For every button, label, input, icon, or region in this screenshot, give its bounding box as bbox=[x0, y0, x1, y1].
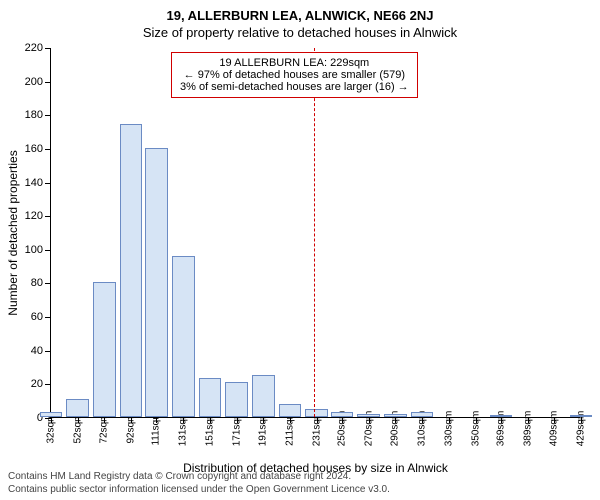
y-tick bbox=[45, 250, 51, 251]
histogram-bar bbox=[145, 148, 168, 417]
y-tick bbox=[45, 283, 51, 284]
x-tick-label: 92sqm bbox=[126, 413, 137, 443]
y-tick-label: 40 bbox=[31, 345, 43, 357]
histogram-bar bbox=[66, 399, 89, 418]
y-tick-label: 20 bbox=[31, 378, 43, 390]
x-tick-label: 389sqm bbox=[522, 411, 533, 447]
reference-line bbox=[314, 48, 315, 417]
histogram-bar bbox=[305, 409, 328, 417]
histogram-bar bbox=[225, 382, 248, 417]
y-tick-label: 60 bbox=[31, 311, 43, 323]
y-tick bbox=[45, 82, 51, 83]
footer-line-2: Contains public sector information licen… bbox=[8, 483, 390, 496]
histogram-bar bbox=[411, 412, 434, 417]
histogram-bar bbox=[199, 378, 222, 417]
y-tick bbox=[45, 317, 51, 318]
attribution-footer: Contains HM Land Registry data © Crown c… bbox=[8, 470, 390, 496]
y-tick-label: 200 bbox=[25, 76, 43, 88]
y-tick bbox=[45, 115, 51, 116]
histogram-bar bbox=[252, 375, 275, 417]
y-tick-label: 140 bbox=[25, 177, 43, 189]
x-tick-label: 330sqm bbox=[443, 411, 454, 447]
y-tick bbox=[45, 384, 51, 385]
histogram-bar bbox=[384, 414, 407, 417]
y-axis-label: Number of detached properties bbox=[6, 150, 20, 315]
y-tick bbox=[45, 216, 51, 217]
annotation-box: 19 ALLERBURN LEA: 229sqm← 97% of detache… bbox=[171, 52, 418, 98]
x-tick-label: 409sqm bbox=[549, 411, 560, 447]
x-tick-label: 52sqm bbox=[72, 413, 83, 443]
x-tick-label: 72sqm bbox=[99, 413, 110, 443]
x-tick-label: 32sqm bbox=[46, 413, 57, 443]
annotation-line: 3% of semi-detached houses are larger (1… bbox=[180, 81, 409, 93]
page-title: 19, ALLERBURN LEA, ALNWICK, NE66 2NJ bbox=[0, 0, 600, 23]
annotation-line: 19 ALLERBURN LEA: 229sqm bbox=[180, 57, 409, 69]
y-tick bbox=[45, 351, 51, 352]
histogram-bar bbox=[172, 256, 195, 417]
y-tick-label: 220 bbox=[25, 42, 43, 54]
histogram-bar bbox=[490, 415, 513, 417]
histogram-bar bbox=[120, 124, 143, 417]
histogram-bar bbox=[331, 412, 354, 417]
chart-container: Number of detached properties Distributi… bbox=[50, 48, 580, 418]
histogram-bar bbox=[279, 404, 302, 417]
histogram-bar bbox=[93, 282, 116, 417]
histogram-plot: Number of detached properties Distributi… bbox=[50, 48, 580, 418]
y-tick bbox=[45, 48, 51, 49]
y-tick-label: 160 bbox=[25, 143, 43, 155]
y-tick-label: 120 bbox=[25, 210, 43, 222]
histogram-bar bbox=[40, 412, 63, 417]
histogram-bar bbox=[357, 414, 380, 417]
y-tick bbox=[45, 149, 51, 150]
x-tick-label: 350sqm bbox=[470, 411, 481, 447]
y-tick bbox=[45, 183, 51, 184]
y-tick-label: 180 bbox=[25, 109, 43, 121]
footer-line-1: Contains HM Land Registry data © Crown c… bbox=[8, 470, 390, 483]
chart-subtitle: Size of property relative to detached ho… bbox=[0, 23, 600, 40]
annotation-line: ← 97% of detached houses are smaller (57… bbox=[180, 69, 409, 81]
y-tick-label: 80 bbox=[31, 277, 43, 289]
y-tick-label: 100 bbox=[25, 244, 43, 256]
histogram-bar bbox=[570, 415, 593, 417]
